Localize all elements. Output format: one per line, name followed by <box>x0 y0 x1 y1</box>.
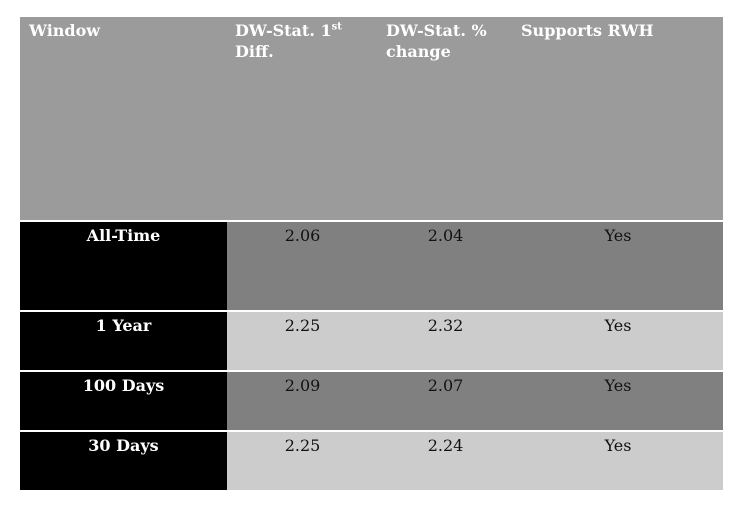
dw-pct-change-cell: 2.32 <box>378 310 513 371</box>
dw-first-diff-cell: 2.06 <box>227 220 378 311</box>
dw-pct-change-cell: 2.07 <box>378 370 513 431</box>
header-dw-first-diff: DW-Stat. 1st Diff. <box>227 17 378 221</box>
row-window-cell: All-Time <box>20 220 227 311</box>
supports-rwh-cell: Yes <box>513 220 723 311</box>
header-supports-rwh-label: Supports RWH <box>521 21 654 40</box>
header-dw-first-diff-tail: Diff. <box>235 42 274 61</box>
dw-first-diff-cell: 2.09 <box>227 370 378 431</box>
header-supports-rwh: Supports RWH <box>513 17 723 221</box>
header-window-label: Window <box>29 21 101 40</box>
table-row: 1 Year 2.25 2.32 Yes <box>20 310 723 371</box>
dw-pct-change-cell: 2.24 <box>378 430 513 490</box>
table-row: All-Time 2.06 2.04 Yes <box>20 220 723 311</box>
header-dw-pct-change-line1: DW-Stat. % <box>386 21 487 40</box>
table-row: 30 Days 2.25 2.24 Yes <box>20 430 723 490</box>
header-dw-first-diff-main: DW-Stat. 1 <box>235 21 332 40</box>
header-dw-pct-change: DW-Stat. % change <box>378 17 513 221</box>
dw-first-diff-cell: 2.25 <box>227 310 378 371</box>
header-dw-pct-change-line2: change <box>386 42 451 61</box>
row-window-cell: 100 Days <box>20 370 227 431</box>
durbin-watson-table: Window DW-Stat. 1st Diff. DW-Stat. % cha… <box>20 17 723 490</box>
table-row: 100 Days 2.09 2.07 Yes <box>20 370 723 431</box>
dw-pct-change-cell: 2.04 <box>378 220 513 311</box>
supports-rwh-cell: Yes <box>513 310 723 371</box>
dw-first-diff-cell: 2.25 <box>227 430 378 490</box>
row-window-cell: 30 Days <box>20 430 227 490</box>
header-window: Window <box>20 17 227 221</box>
supports-rwh-cell: Yes <box>513 430 723 490</box>
supports-rwh-cell: Yes <box>513 370 723 431</box>
table-header-row: Window DW-Stat. 1st Diff. DW-Stat. % cha… <box>20 17 723 221</box>
row-window-cell: 1 Year <box>20 310 227 371</box>
header-dw-first-diff-superscript: st <box>331 21 342 33</box>
